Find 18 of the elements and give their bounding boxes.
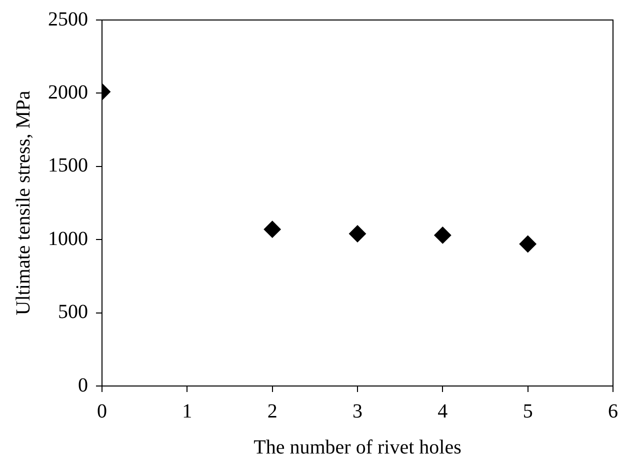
- point: [519, 235, 536, 252]
- y-axis-title: Ultimate tensile stress, MPa: [12, 90, 34, 316]
- x-tick-label: 2: [267, 400, 278, 422]
- y-tick-label: 500: [58, 301, 88, 324]
- x-tick-label: 3: [352, 400, 362, 422]
- point: [349, 225, 366, 242]
- y-tick-label: 1500: [48, 154, 88, 177]
- x-tick-label: 4: [438, 400, 448, 422]
- y-tick-label: 0: [78, 374, 88, 396]
- x-tick-label: 0: [97, 400, 107, 422]
- x-tick-label: 5: [522, 400, 533, 422]
- y-tick-label: 2500: [48, 8, 88, 30]
- y-tick-label: 2000: [48, 81, 88, 104]
- y-tick-label: 1000: [48, 228, 88, 250]
- x-axis-title: The number of rivet holes: [254, 436, 462, 458]
- x-tick-label: 1: [182, 400, 192, 422]
- point: [434, 226, 452, 244]
- x-tick-label: 6: [608, 400, 618, 422]
